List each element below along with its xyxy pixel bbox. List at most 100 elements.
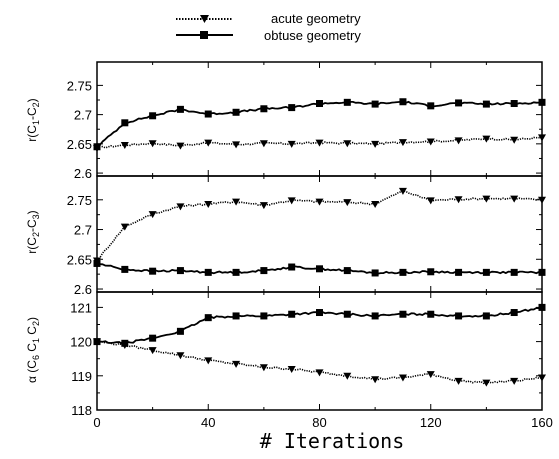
- legend-label-acute: acute geometry: [271, 11, 361, 26]
- data-point-acute: [538, 134, 546, 142]
- data-point-obtuse: [455, 268, 463, 276]
- data-point-obtuse: [176, 267, 184, 275]
- data-point-obtuse: [93, 338, 101, 346]
- data-point-acute: [371, 200, 380, 208]
- data-point-acute: [426, 138, 435, 146]
- data-point-obtuse: [316, 265, 323, 273]
- data-point-acute: [204, 139, 213, 147]
- data-point-acute: [259, 140, 268, 148]
- data-point-acute: [259, 364, 268, 372]
- data-point-obtuse: [427, 268, 435, 276]
- data-point-obtuse: [538, 98, 546, 106]
- data-point-obtuse: [455, 312, 463, 320]
- data-point-acute: [232, 360, 241, 368]
- data-point-acute: [176, 142, 185, 150]
- data-point-obtuse: [510, 309, 518, 317]
- data-point-obtuse: [371, 312, 379, 320]
- data-point-acute: [232, 141, 241, 149]
- data-point-obtuse: [482, 268, 490, 276]
- data-point-obtuse: [121, 265, 129, 273]
- data-point-obtuse: [232, 108, 240, 116]
- data-point-obtuse: [232, 268, 240, 276]
- data-point-obtuse: [176, 327, 184, 335]
- data-point-obtuse: [288, 263, 296, 271]
- data-point-acute: [315, 139, 324, 147]
- data-point-acute: [482, 195, 491, 203]
- data-point-acute: [510, 136, 519, 144]
- data-point-obtuse: [204, 268, 212, 276]
- data-point-acute: [343, 140, 352, 148]
- data-point-acute: [176, 203, 185, 211]
- data-point-obtuse: [427, 102, 435, 110]
- data-point-acute: [148, 140, 157, 148]
- data-point-acute: [398, 139, 407, 147]
- ylabel-panel-3: α (C6 C1 C2): [25, 317, 41, 383]
- data-point-acute: [120, 142, 129, 150]
- data-point-obtuse: [149, 334, 157, 342]
- data-point-obtuse: [316, 100, 323, 108]
- data-point-acute: [259, 202, 268, 210]
- data-point-obtuse: [149, 267, 157, 275]
- data-point-acute: [454, 196, 463, 204]
- data-point-acute: [482, 135, 491, 143]
- data-point-obtuse: [121, 339, 129, 347]
- data-point-obtuse: [482, 100, 490, 108]
- data-point-obtuse: [93, 143, 101, 151]
- data-point-acute: [148, 347, 157, 355]
- series-line-acute: [96, 340, 543, 385]
- data-point-acute: [232, 198, 241, 206]
- data-point-acute: [482, 379, 491, 387]
- series-line-acute: [96, 136, 543, 149]
- data-point-obtuse: [343, 267, 351, 275]
- legend: acute geometry obtuse geometry: [176, 11, 361, 43]
- data-point-acute: [120, 223, 129, 231]
- data-point-acute: [398, 374, 407, 382]
- x-axis-title: # Iterations: [260, 429, 405, 453]
- data-point-acute: [287, 365, 296, 373]
- data-point-acute: [510, 377, 519, 385]
- data-point-acute: [398, 187, 407, 195]
- data-point-obtuse: [260, 267, 268, 275]
- data-point-acute: [204, 357, 213, 365]
- data-point-obtuse: [482, 312, 490, 320]
- data-point-acute: [287, 197, 296, 205]
- legend-marker-acute: [200, 15, 209, 23]
- y-tick-label: 120: [70, 335, 92, 350]
- panel-alpha-c6-c1-c2: 118 119 120 121: [70, 291, 546, 418]
- data-point-acute: [510, 195, 519, 203]
- y-tick-label: 2.75: [67, 193, 92, 208]
- y-tick-label: 121: [70, 300, 92, 315]
- data-point-acute: [315, 369, 324, 377]
- y-tick-label: 2.75: [67, 78, 92, 93]
- y-tick-label: 2.6: [74, 166, 92, 181]
- legend-label-obtuse: obtuse geometry: [264, 28, 361, 43]
- x-tick-label: 0: [93, 415, 100, 430]
- data-point-acute: [426, 371, 435, 379]
- data-point-acute: [204, 200, 213, 208]
- data-point-acute: [426, 197, 435, 205]
- data-point-obtuse: [343, 310, 351, 318]
- data-point-obtuse: [149, 112, 157, 120]
- data-point-acute: [315, 198, 324, 206]
- y-tick-label: 2.7: [74, 108, 92, 123]
- x-tick-label: 80: [312, 415, 326, 430]
- x-tick-label: 160: [531, 415, 553, 430]
- data-point-obtuse: [538, 303, 546, 311]
- x-tick-label: 40: [201, 415, 215, 430]
- ylabel-panel-1: r(C1-C2): [25, 98, 41, 141]
- data-point-obtuse: [288, 104, 296, 112]
- y-tick-label: 119: [71, 369, 92, 384]
- data-point-acute: [176, 352, 185, 360]
- data-point-obtuse: [427, 310, 435, 318]
- y-tick-label: 2.65: [67, 252, 92, 267]
- data-point-obtuse: [371, 100, 379, 108]
- panel-frame: [96, 175, 543, 293]
- x-axis: 0 40 80 120 160: [93, 415, 552, 430]
- data-point-obtuse: [93, 259, 101, 267]
- panel-frame: [96, 61, 543, 177]
- data-point-obtuse: [399, 98, 407, 106]
- data-point-obtuse: [510, 268, 518, 276]
- data-point-acute: [343, 372, 352, 380]
- data-point-obtuse: [121, 119, 129, 127]
